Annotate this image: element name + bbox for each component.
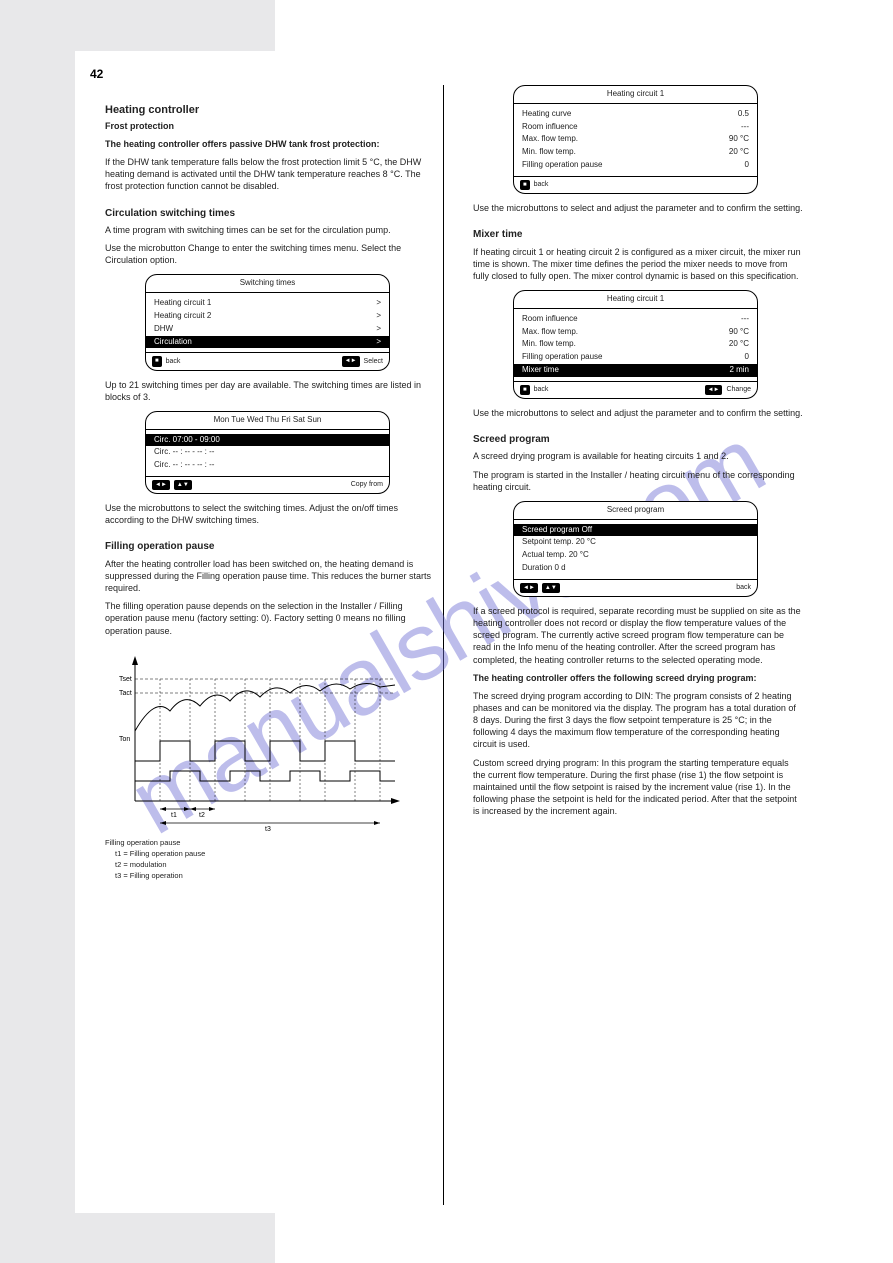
nav-key: ▲▼ xyxy=(542,583,560,593)
panel-title: Heating circuit 1 xyxy=(514,291,757,309)
back-key: ■ xyxy=(520,180,530,190)
panel-title: Heating circuit 1 xyxy=(514,86,757,104)
panel-foot: ■ back xyxy=(514,176,757,193)
foot-right: Copy from xyxy=(351,480,383,489)
sp-text5: The screed drying program according to D… xyxy=(473,690,803,751)
panel-row: Duration 0 d xyxy=(522,562,749,575)
left-column: Heating controller Frost protection The … xyxy=(105,95,435,882)
fop-text2: The filling operation pause depends on t… xyxy=(105,600,435,636)
cs-text2: Use the microbutton Change to enter the … xyxy=(105,242,435,266)
legend-row: t1 = Filling operation pause xyxy=(115,849,435,859)
panel-foot: ◄► ▲▼ back xyxy=(514,579,757,596)
panel-row: Heating curve0.5 xyxy=(522,108,749,121)
right-column: Heating circuit 1 Heating curve0.5 Room … xyxy=(473,85,803,823)
intro-text: If the DHW tank temperature falls below … xyxy=(105,156,435,192)
foot-left: back xyxy=(166,357,181,366)
panel-row: Setpoint temp. 20 °C xyxy=(522,536,749,549)
panel-body: Circ. 07:00 - 09:00 Circ. -- : -- - -- :… xyxy=(146,430,389,476)
panel-foot: ◄► ▲▼ Copy from xyxy=(146,476,389,493)
cs-text4: Use the microbuttons to select the switc… xyxy=(105,502,435,526)
panel-row: Room influence--- xyxy=(522,313,749,326)
nav-key: ◄► xyxy=(705,385,723,395)
sidebar-top xyxy=(0,0,275,51)
nav-key: ◄► xyxy=(152,480,170,490)
sp-text3: If a screed protocol is required, separa… xyxy=(473,605,803,666)
sp-heading: Screed program xyxy=(473,433,803,447)
page-number: 42 xyxy=(90,67,103,81)
panel-row: Filling operation pause0 xyxy=(522,159,749,172)
legend-row: t2 = modulation xyxy=(115,860,435,870)
panel-row-selected: Circulation> xyxy=(146,336,389,349)
panel-row: Room influence--- xyxy=(522,121,749,134)
panel-body: Heating circuit 1> Heating circuit 2> DH… xyxy=(146,293,389,352)
sp-text4: The heating controller offers the follow… xyxy=(473,672,803,684)
panel-row: Filling operation pause0 xyxy=(522,351,749,364)
panel-body: Screed program Off Setpoint temp. 20 °C … xyxy=(514,520,757,579)
cs-text3: Up to 21 switching times per day are ava… xyxy=(105,379,435,403)
cs-heading: Circulation switching times xyxy=(105,207,435,221)
panel-row: Heating circuit 1> xyxy=(154,297,381,310)
svg-text:t2: t2 xyxy=(199,812,205,819)
panel-body: Heating curve0.5 Room influence--- Max. … xyxy=(514,104,757,176)
svg-text:t3: t3 xyxy=(265,826,271,831)
sp-text1: A screed drying program is available for… xyxy=(473,450,803,462)
cs-text1: A time program with switching times can … xyxy=(105,224,435,236)
panel-row: DHW> xyxy=(154,323,381,336)
panel-hc1-params: Heating circuit 1 Heating curve0.5 Room … xyxy=(513,85,758,194)
panel-row: Min. flow temp.20 °C xyxy=(522,146,749,159)
foot-left: back xyxy=(534,180,549,189)
foot-right: Select xyxy=(364,357,383,366)
sp-text6: Custom screed drying program: In this pr… xyxy=(473,757,803,818)
panel-title: Mon Tue Wed Thu Fri Sat Sun xyxy=(146,412,389,430)
section-sub: Frost protection xyxy=(105,120,435,132)
svg-text:Tact: Tact xyxy=(119,690,132,697)
foot-right: Change xyxy=(726,385,751,394)
section-title: Heating controller xyxy=(105,103,435,118)
panel-title: Switching times xyxy=(146,275,389,293)
mt-text1: If heating circuit 1 or heating circuit … xyxy=(473,246,803,282)
fop-heading: Filling operation pause xyxy=(105,540,435,554)
foot-left: back xyxy=(534,385,549,394)
sp-text2: The program is started in the Installer … xyxy=(473,469,803,493)
chart-legend: t1 = Filling operation pause t2 = modula… xyxy=(115,849,435,881)
nav-key: ◄► xyxy=(342,356,360,366)
panel-row: Max. flow temp.90 °C xyxy=(522,133,749,146)
panel-body: Room influence--- Max. flow temp.90 °C M… xyxy=(514,309,757,381)
sidebar-left xyxy=(0,0,75,1263)
mt-text2: Use the microbuttons to select and adjus… xyxy=(473,407,803,419)
intro-bold: The heating controller offers passive DH… xyxy=(105,138,435,150)
svg-text:t1: t1 xyxy=(171,812,177,819)
panel-switching-times: Switching times Heating circuit 1> Heati… xyxy=(145,274,390,370)
filling-operation-chart: Tset Tact Ton t1 t2 t3 xyxy=(115,651,405,831)
panel-row: Heating circuit 2> xyxy=(154,310,381,323)
nav-key: ◄► xyxy=(520,583,538,593)
panel-foot: ■ back ◄► Select xyxy=(146,352,389,369)
nav-key: ▲▼ xyxy=(174,480,192,490)
r-text1: Use the microbuttons to select and adjus… xyxy=(473,202,803,214)
panel-title: Screed program xyxy=(514,502,757,520)
panel-row: Max. flow temp.90 °C xyxy=(522,326,749,339)
panel-foot: ■ back ◄► Change xyxy=(514,381,757,398)
sidebar-bottom xyxy=(0,1213,275,1263)
panel-row: Actual temp. 20 °C xyxy=(522,549,749,562)
svg-text:Tset: Tset xyxy=(119,676,132,683)
panel-circ-times: Mon Tue Wed Thu Fri Sat Sun Circ. 07:00 … xyxy=(145,411,390,494)
column-divider xyxy=(443,85,444,1205)
mt-heading: Mixer time xyxy=(473,228,803,242)
panel-row: Min. flow temp.20 °C xyxy=(522,338,749,351)
back-key: ■ xyxy=(520,385,530,395)
foot-right: back xyxy=(736,583,751,592)
back-key: ■ xyxy=(152,356,162,366)
panel-row-selected: Circ. 07:00 - 09:00 xyxy=(146,434,389,447)
legend-row: t3 = Filling operation xyxy=(115,871,435,881)
panel-row-selected: Screed program Off xyxy=(514,524,757,537)
panel-row: Circ. -- : -- - -- : -- xyxy=(154,459,381,472)
panel-mixer-time: Heating circuit 1 Room influence--- Max.… xyxy=(513,290,758,399)
chart-caption: Filling operation pause xyxy=(105,838,435,848)
panel-row: Circ. -- : -- - -- : -- xyxy=(154,446,381,459)
panel-row-selected: Mixer time2 min xyxy=(514,364,757,377)
svg-text:Ton: Ton xyxy=(119,736,130,743)
fop-text1: After the heating controller load has be… xyxy=(105,558,435,594)
panel-screed: Screed program Screed program Off Setpoi… xyxy=(513,501,758,597)
